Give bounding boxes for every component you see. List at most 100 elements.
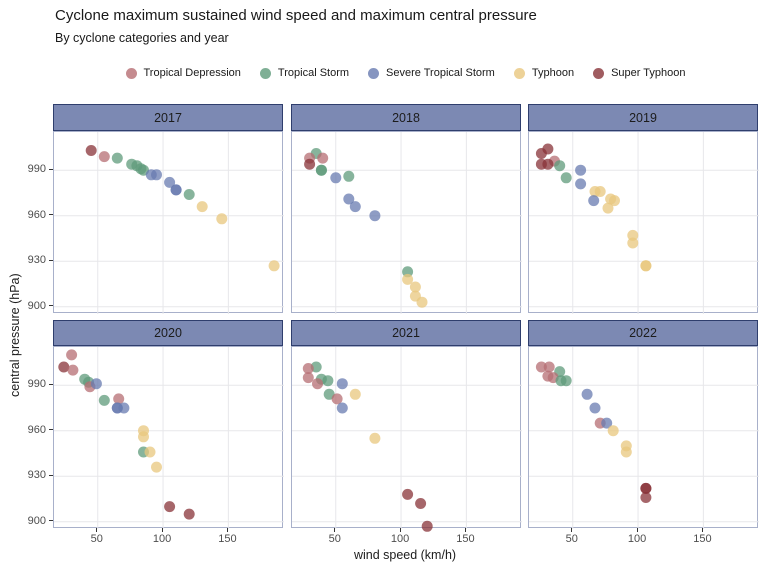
facet-panel-2018 [291,131,522,314]
data-point [607,425,619,437]
data-point [164,176,176,188]
x-tick-label: 50 [90,533,103,545]
legend-label: Super Typhoon [611,67,686,79]
facet-strip-label: 2020 [154,326,182,340]
facet-strip-2017: 2017 [53,104,283,131]
facet-panel-2022 [528,346,759,529]
data-point [90,378,102,390]
facet-strip-label: 2017 [154,110,182,125]
y-tick-mark [49,305,53,307]
x-tick-mark [399,528,401,532]
data-point [588,195,600,207]
y-tick-mark [49,520,53,522]
data-point [554,160,566,172]
x-tick-label: 100 [627,533,647,545]
y-tick-label: 900 [27,299,46,312]
data-point [609,195,620,207]
data-point [640,482,652,494]
data-point [602,202,614,214]
y-tick-label: 990 [27,163,46,176]
data-point [196,201,208,213]
data-point [67,364,79,376]
facet-panel-2017 [53,131,284,314]
legend-item-ty: Typhoon [513,67,574,79]
data-point [183,508,195,520]
x-tick-label: 150 [218,533,237,545]
data-point [85,145,97,156]
legend-item-sts: Severe Tropical Storm [368,67,495,79]
data-point [331,393,343,405]
legend-item-td: Tropical Depression [125,67,241,79]
data-point [369,432,381,444]
facet-strip-2022: 2022 [528,320,758,346]
y-tick-mark [49,429,53,431]
data-point [620,446,632,458]
y-tick-mark [49,383,53,385]
data-point [542,158,554,170]
x-tick-label: 50 [328,533,341,545]
data-point [640,260,652,272]
data-point [164,501,176,513]
facet-strip-label: 2022 [629,326,657,340]
data-point [575,164,587,176]
facet-plot-area [529,347,759,529]
data-point [315,164,327,176]
data-point [409,281,421,293]
data-point [421,520,433,532]
x-tick-mark [636,528,638,532]
y-tick-label: 930 [27,254,46,267]
data-point [343,170,355,182]
legend-swatch-icon [259,67,271,79]
data-point [151,461,162,473]
data-point [151,169,162,181]
x-tick-mark [571,528,573,532]
data-point [336,378,348,390]
facet-strip-label: 2021 [392,326,420,340]
data-point [58,361,70,373]
data-point [317,152,329,164]
legend-swatch-icon [368,67,380,79]
data-point [415,498,427,509]
legend-label: Severe Tropical Storm [386,67,495,79]
legend-swatch-icon [513,67,525,79]
data-point [98,394,110,406]
data-point [402,488,414,500]
chart-title: Cyclone maximum sustained wind speed and… [55,7,537,24]
legend-label: Tropical Storm [277,67,350,79]
data-point [322,375,334,387]
data-point [589,402,601,414]
data-point [138,431,149,443]
data-point [118,402,130,414]
facet-strip-2018: 2018 [291,104,521,131]
data-point [349,201,361,213]
x-tick-mark [701,528,703,532]
data-point [640,492,652,503]
data-point [581,388,593,400]
facet-plot-area [292,132,522,314]
x-tick-label: 100 [152,533,172,545]
legend: Tropical Depression Tropical Storm Severe … [53,63,758,83]
x-tick-mark [464,528,466,532]
facet-plot-area [529,132,759,314]
data-point [349,388,361,400]
data-point [144,446,156,458]
data-point [216,213,228,225]
y-tick-mark [49,168,53,170]
data-point [594,186,606,197]
data-point [627,237,639,249]
y-tick-mark [49,474,53,476]
y-tick-mark [49,214,53,216]
facet-strip-2021: 2021 [291,320,521,346]
data-point [627,229,639,241]
x-tick-label: 150 [693,533,712,545]
y-tick-mark [49,259,53,261]
x-tick-label: 150 [456,533,475,545]
data-point [183,189,195,200]
data-point [560,375,572,387]
y-axis-title: central pressure (hPa) [8,273,22,397]
facet-strip-2019: 2019 [528,104,758,131]
data-point [535,361,547,373]
chart-subtitle: By cyclone categories and year [55,31,229,45]
facet-strip-label: 2018 [392,110,420,125]
